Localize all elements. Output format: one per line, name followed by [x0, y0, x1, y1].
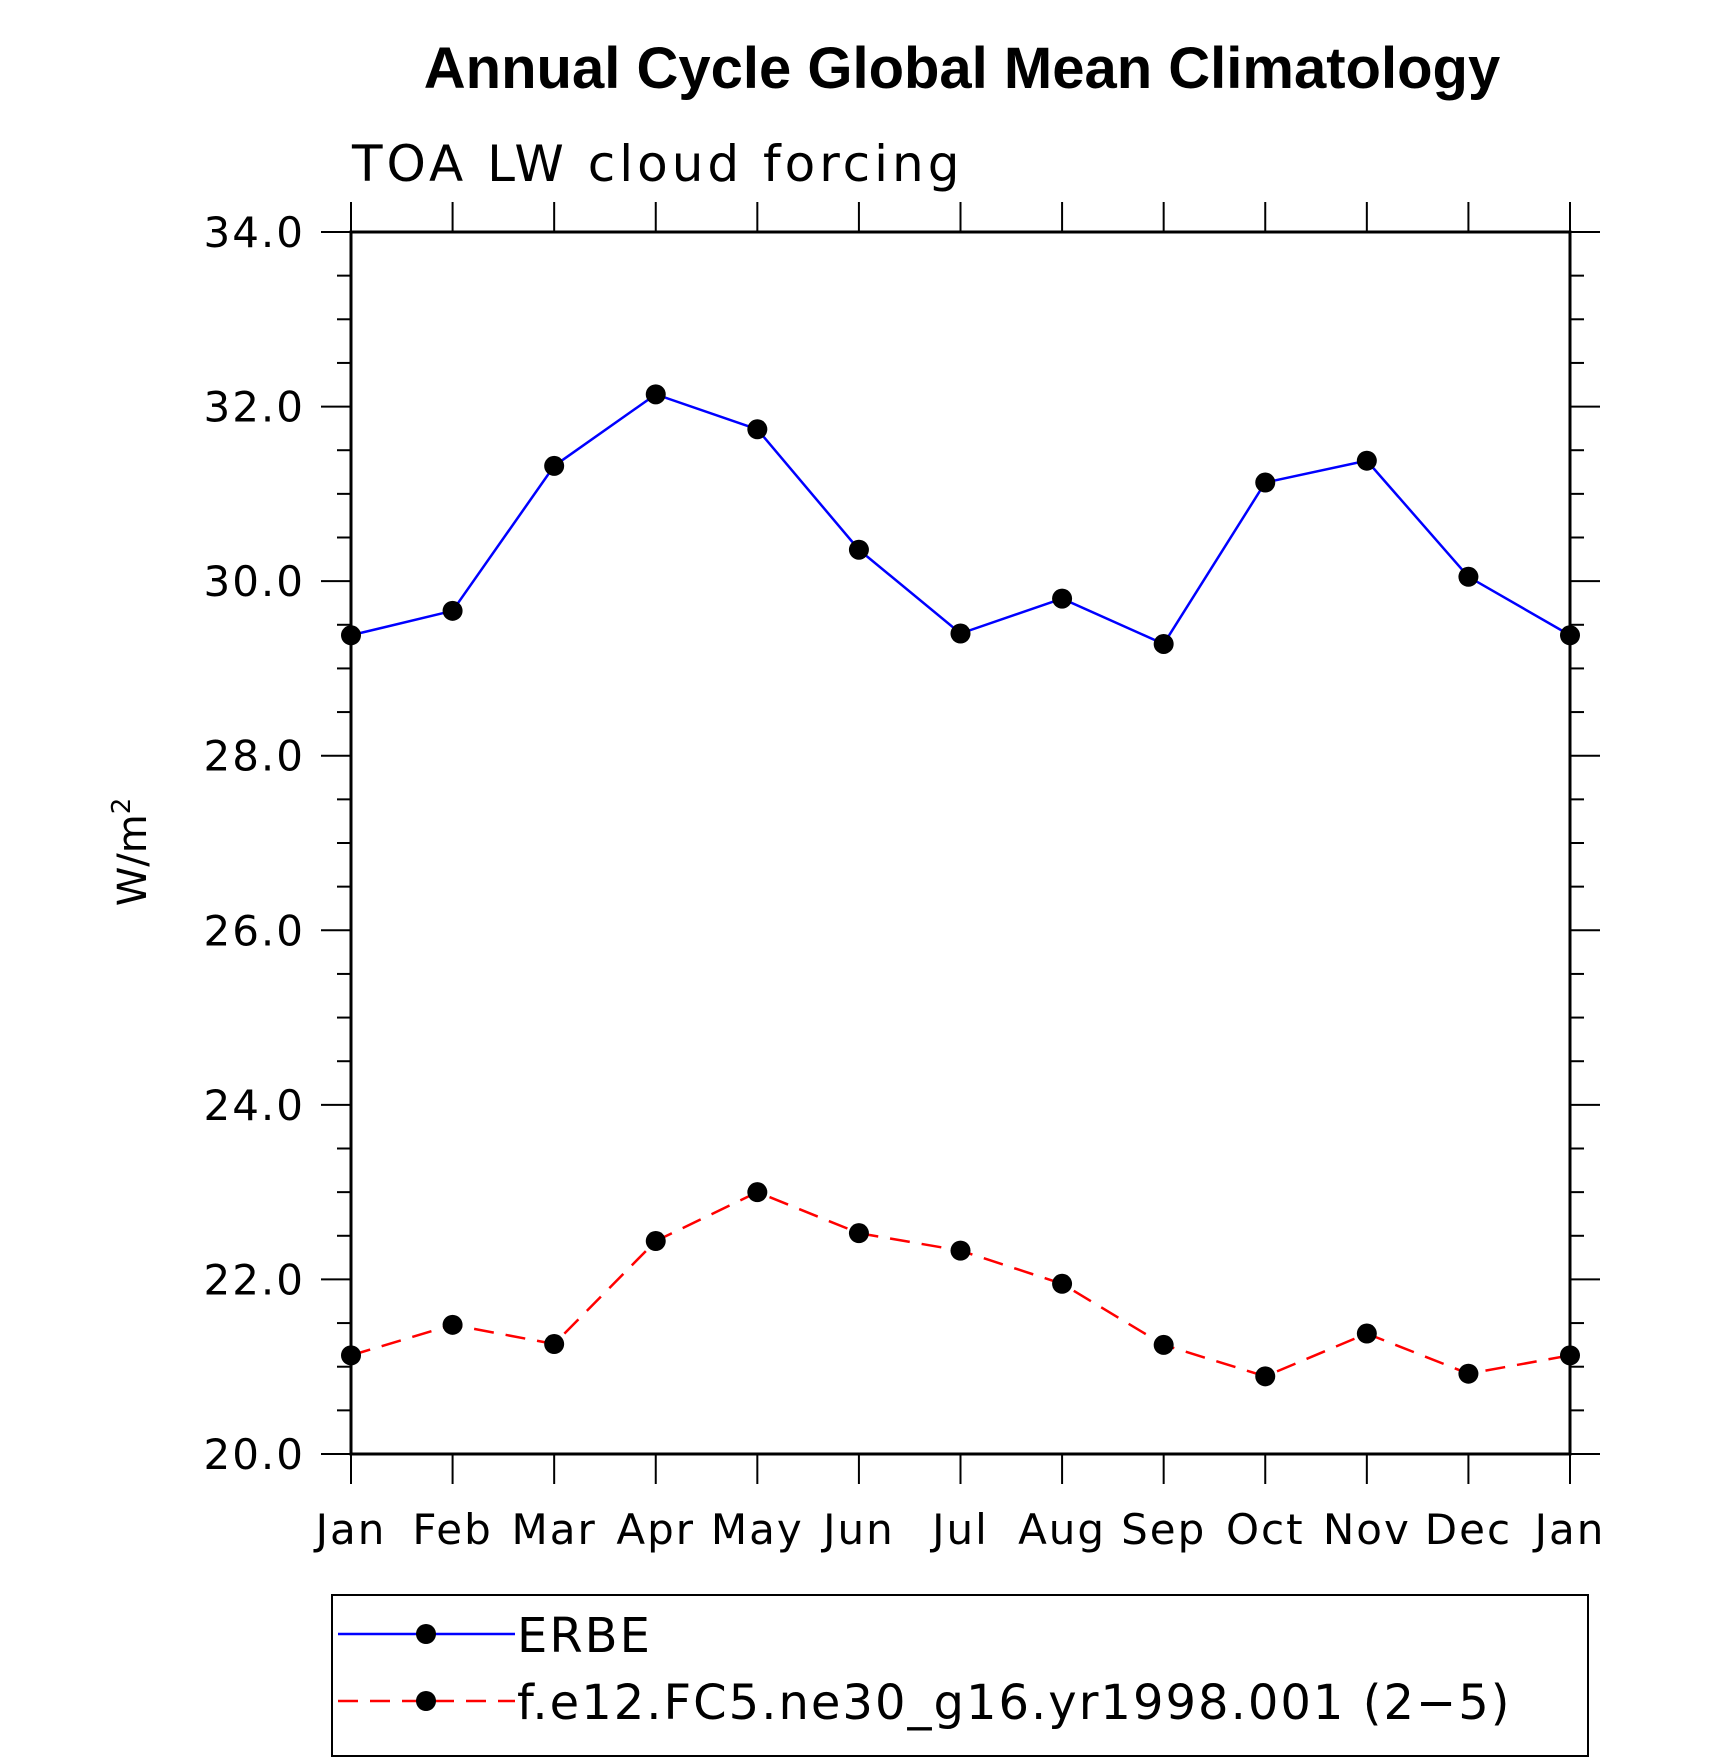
data-point — [1153, 1334, 1174, 1355]
x-tick-label: Apr — [616, 1505, 695, 1554]
x-tick-label: Oct — [1226, 1505, 1305, 1554]
x-tick-label: Dec — [1425, 1505, 1512, 1554]
data-point — [950, 623, 971, 644]
chart-title: Annual Cycle Global Mean Climatology — [424, 36, 1500, 101]
data-point — [1153, 633, 1174, 654]
data-point — [1255, 472, 1276, 493]
data-point — [1356, 1323, 1377, 1344]
x-tick-label: May — [711, 1505, 804, 1554]
legend-marker — [416, 1691, 436, 1711]
legend-label: ERBE — [517, 1608, 652, 1664]
data-point — [442, 1314, 463, 1335]
data-point — [442, 600, 463, 621]
data-point — [1356, 450, 1377, 471]
y-tick-label: 22.0 — [203, 1255, 305, 1304]
series-1 — [341, 384, 1580, 654]
x-tick-label: Jul — [929, 1505, 989, 1554]
x-tick-label: Nov — [1323, 1505, 1411, 1554]
x-tick-label: Aug — [1018, 1505, 1106, 1554]
data-point — [1052, 1273, 1073, 1294]
legend-label: f.e12.FC5.ne30_g16.yr1998.001 (2−5) — [517, 1675, 1511, 1731]
y-tick-label: 32.0 — [203, 383, 305, 432]
data-point — [544, 1334, 565, 1355]
series-2 — [341, 1182, 1580, 1387]
y-axis-label-text: W/m — [110, 814, 156, 906]
data-point — [950, 1240, 971, 1261]
y-axis-label-superscript: 2 — [107, 798, 137, 815]
data-point — [1560, 1345, 1580, 1366]
x-tick-label: Sep — [1121, 1505, 1206, 1554]
data-point — [645, 384, 666, 405]
chart-subtitle: TOA LW cloud forcing — [351, 135, 963, 193]
y-axis-label: W/m2 — [107, 798, 156, 907]
x-tick-label: Feb — [412, 1505, 492, 1554]
x-tick-label: Jan — [313, 1505, 387, 1554]
legend-marker — [416, 1624, 436, 1644]
legend-entries: ERBE f.e12.FC5.ne30_g16.yr1998.001 (2−5) — [338, 1608, 1511, 1731]
series-layer — [341, 384, 1580, 1387]
series-line — [350, 392, 1571, 646]
data-point — [1458, 1363, 1479, 1384]
legend-box — [331, 1594, 1589, 1757]
data-point — [848, 539, 869, 560]
x-tick-label: Mar — [512, 1505, 597, 1554]
plot-frame — [349, 230, 1572, 1456]
legend: ERBE f.e12.FC5.ne30_g16.yr1998.001 (2−5) — [331, 1594, 1589, 1757]
y-tick-label: 26.0 — [203, 906, 305, 955]
data-point — [645, 1231, 666, 1252]
y-tick-label: 24.0 — [203, 1081, 305, 1130]
x-tick-label: Jan — [1532, 1505, 1606, 1554]
series-line — [350, 1190, 1571, 1378]
plot-axes — [321, 202, 1600, 1484]
y-tick-label: 34.0 — [203, 208, 305, 257]
data-point — [1458, 566, 1479, 587]
y-tick-label: 28.0 — [203, 732, 305, 781]
data-point — [544, 455, 565, 476]
y-tick-label: 20.0 — [203, 1430, 305, 1479]
data-point — [848, 1223, 869, 1244]
x-tick-labels: Jan Feb Mar Apr May Jun Jul Aug Sep Oct Nov Dec Jan — [313, 1505, 1606, 1554]
data-point — [747, 419, 768, 440]
data-point — [747, 1182, 768, 1203]
data-point — [1255, 1366, 1276, 1387]
data-point — [1052, 588, 1073, 609]
data-point — [1560, 625, 1580, 646]
data-point — [341, 1345, 361, 1366]
y-tick-label: 30.0 — [203, 557, 305, 606]
x-tick-label: Jun — [820, 1505, 895, 1554]
data-point — [341, 625, 361, 646]
y-tick-labels: 20.0 22.0 24.0 26.0 28.0 30.0 32.0 34.0 — [203, 208, 305, 1479]
